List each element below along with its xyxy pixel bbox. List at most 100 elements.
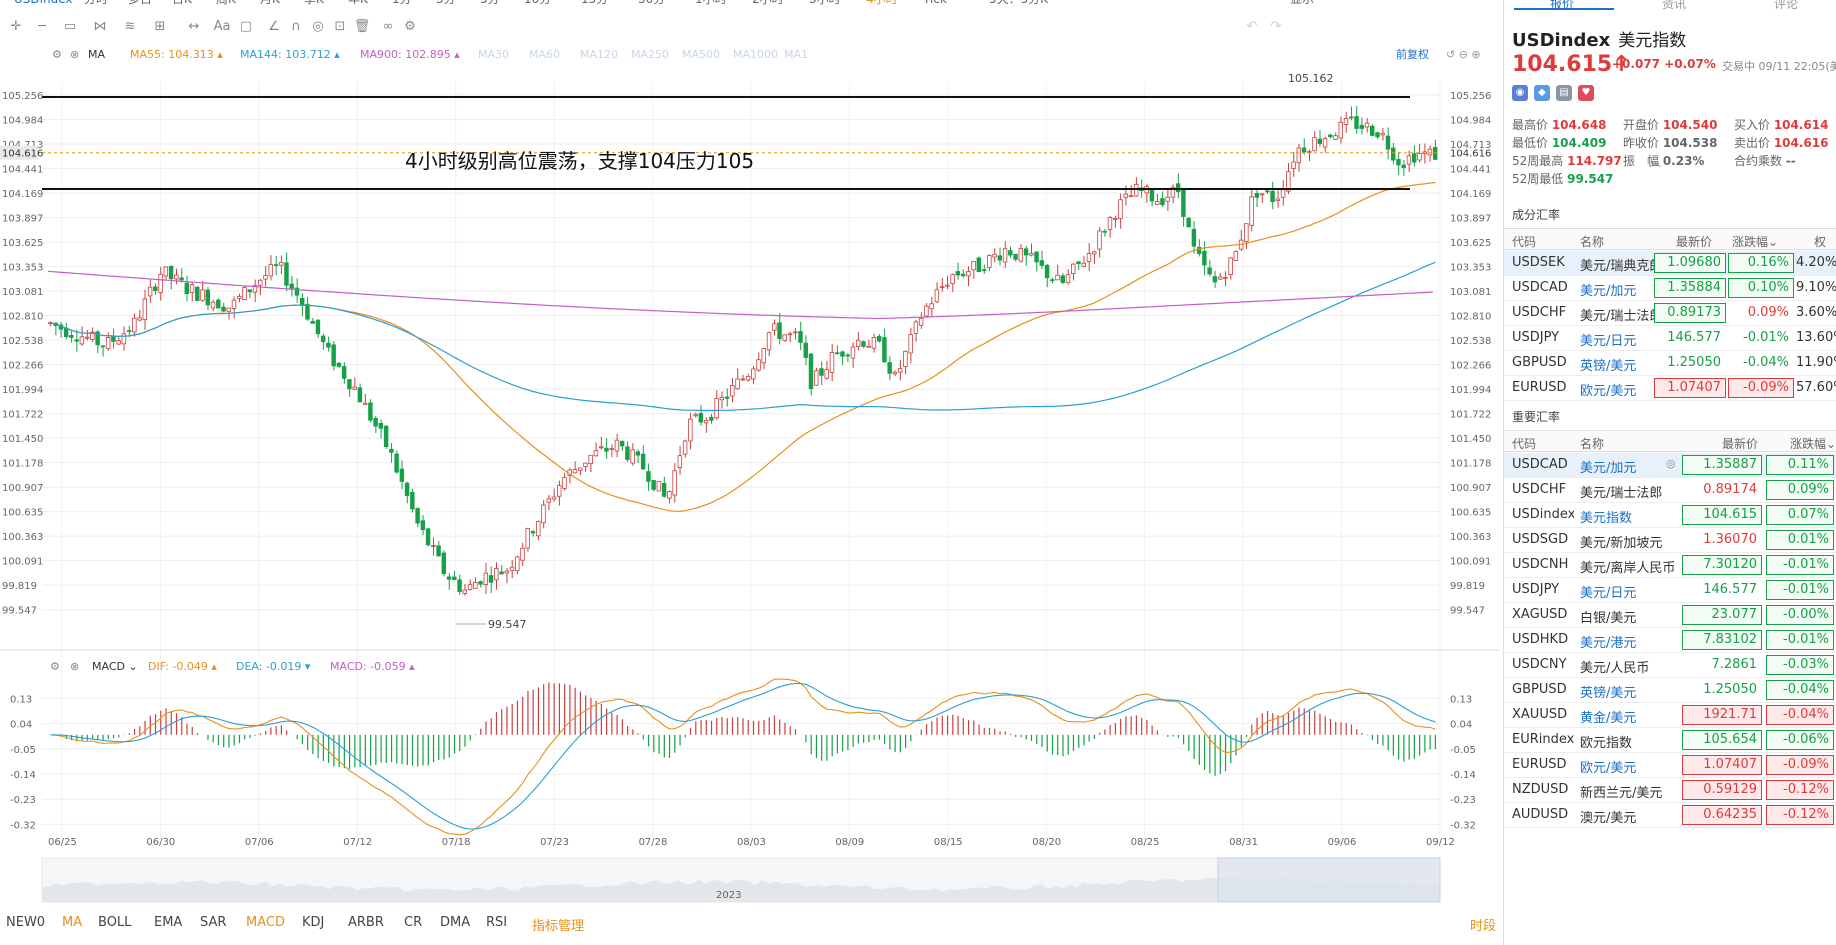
comment-tool-icon[interactable]: ▢ [239, 19, 253, 34]
col-header-1[interactable]: 名称 [1580, 437, 1605, 451]
indicator-2[interactable]: BOLL [98, 915, 132, 930]
timeframe-6[interactable]: 年K [348, 0, 368, 5]
indicator-0[interactable]: NEW0 [6, 915, 46, 930]
timeframe-17[interactable]: Tick [923, 0, 947, 5]
macd-close-icon[interactable]: ⊗ [70, 660, 79, 673]
undo-icon[interactable]: ↶ [1246, 19, 1258, 34]
ma-inactive-3[interactable]: MA250 [631, 48, 669, 61]
price-chart[interactable]: 105.256 105.256 104.984 104.984 104.713 104.7… [0, 40, 1500, 910]
fib-tool-icon[interactable]: ≋ [124, 19, 136, 34]
chart-annotation[interactable]: 4小时级别高位震荡，支撑104压力105 [405, 149, 754, 173]
pen-tool-icon[interactable]: ∠ [268, 19, 280, 34]
table-row[interactable]: USDCNY 美元/人民币 7.2861 -0.03% [1504, 653, 1836, 678]
table-row[interactable]: AUDUSD 澳元/美元 0.64235 -0.12% [1504, 803, 1836, 828]
timeframe-12[interactable]: 30分 [638, 0, 665, 5]
ma-label[interactable]: MA [88, 48, 105, 61]
indicator-4[interactable]: SAR [200, 915, 227, 930]
lock-icon[interactable]: ⊡ [334, 19, 346, 34]
table-row[interactable]: USDCAD 美元/加元 1.35884 0.10% 9.10% [1504, 276, 1836, 301]
session-button[interactable]: 时段 [1470, 919, 1497, 934]
table-row[interactable]: USDCHF 美元/瑞士法郎 0.89174 0.09% [1504, 478, 1836, 503]
timeframe-11[interactable]: 15分 [581, 0, 608, 5]
col-header-3[interactable]: 涨跌幅⌄ [1732, 235, 1779, 249]
gear-icon[interactable]: ⚙ [52, 48, 62, 61]
table-row[interactable]: USDSEK 美元/瑞典克朗 1.09680 0.16% 4.20% [1504, 251, 1836, 276]
link-icon[interactable]: ∞ [382, 19, 394, 34]
ma-inactive-1[interactable]: MA60 [529, 48, 560, 61]
timeframe-8[interactable]: 3分 [436, 0, 456, 5]
doc-icon[interactable]: ▤ [1556, 85, 1572, 101]
table-row[interactable]: EURUSD 欧元/美元 1.07407-0.09%57.60% [1504, 376, 1836, 401]
settings-icon[interactable]: ⚙ [404, 19, 416, 34]
table-row[interactable]: USDCHF 美元/瑞士法郎 0.89173 0.09% 3.60% [1504, 301, 1836, 326]
crosshair-icon[interactable]: ✛ [10, 19, 22, 34]
table-row[interactable]: NZDUSD 新西兰元/美元 0.59129 -0.12% [1504, 778, 1836, 803]
indicator-8[interactable]: CR [404, 915, 423, 930]
close-icon[interactable]: ⊗ [70, 48, 79, 61]
timeframe-16[interactable]: 4小时 [866, 0, 898, 5]
table-row[interactable]: EURUSD 欧元/美元 1.07407 -0.09% [1504, 753, 1836, 778]
timeframe-3[interactable]: 周K [216, 0, 236, 5]
ma-inactive-4[interactable]: MA500 [682, 48, 720, 61]
table-row[interactable]: USDSGD 美元/新加坡元 1.36070 0.01% [1504, 528, 1836, 553]
table-row[interactable]: USDJPY 美元/日元 146.577 -0.01% 13.60% [1504, 326, 1836, 351]
table-row[interactable]: USDHKD 美元/港元 7.83102 -0.01% [1504, 628, 1836, 653]
table-row[interactable]: GBPUSD 英镑/美元 1.25050 -0.04% 11.90% [1504, 351, 1836, 376]
ma-inactive-6[interactable]: MA1 [784, 48, 808, 61]
line-tool-icon[interactable]: ─ [38, 19, 46, 34]
col-header-2[interactable]: 最新价 [1722, 437, 1759, 451]
trash-icon[interactable]: 🗑 [353, 19, 371, 34]
table-row[interactable]: EURindex 欧元指数 105.654 -0.06% [1504, 728, 1836, 753]
macd-label[interactable]: MACD ⌄ [92, 660, 138, 673]
timeframe-2[interactable]: 日K [172, 0, 192, 5]
table-row[interactable]: USDCAD 美元/加元 1.35887 0.11% ◎ [1504, 453, 1836, 478]
navigator-window[interactable] [1217, 857, 1441, 903]
panel-tab-0[interactable]: 报价 [1550, 0, 1575, 11]
arrow-tool-icon[interactable]: ↔ [188, 19, 200, 34]
tag-icon[interactable]: ◆ [1534, 85, 1550, 101]
zoom-icons[interactable]: ↺ ⊖ ⊕ [1446, 48, 1481, 61]
timeframe-0[interactable]: 分时 [84, 0, 108, 5]
collapse-icon[interactable]: ︿ [1649, 155, 1662, 169]
timeframe-13[interactable]: 1小时 [695, 0, 727, 5]
panel-tab-2[interactable]: 评论 [1774, 0, 1799, 11]
indicator-9[interactable]: DMA [440, 915, 471, 930]
indicator-7[interactable]: ARBR [348, 915, 384, 930]
indicator-6[interactable]: KDJ [302, 915, 325, 930]
col-header-0[interactable]: 代码 [1512, 437, 1537, 451]
globe-icon[interactable]: ◉ [1512, 85, 1528, 101]
panel-tab-1[interactable]: 资讯 [1662, 0, 1687, 11]
timeframe-9[interactable]: 5分 [480, 0, 500, 5]
timeframe-5[interactable]: 季K [304, 0, 324, 5]
eye-icon[interactable]: ◎ [312, 19, 324, 34]
display-menu[interactable]: 显示 [1290, 0, 1314, 5]
indicator-11[interactable]: 指标管理 [532, 919, 585, 934]
timeframe-10[interactable]: 10分 [524, 0, 551, 5]
indicator-1[interactable]: MA [62, 915, 83, 930]
table-row[interactable]: XAUUSD 黄金/美元 1921.71 -0.04% [1504, 703, 1836, 728]
col-header-1[interactable]: 名称 [1580, 235, 1605, 249]
table-row[interactable]: XAGUSD 白银/美元 23.077 -0.00% [1504, 603, 1836, 628]
text-tool-icon[interactable]: Aa [213, 19, 231, 34]
indicator-10[interactable]: RSI [486, 915, 508, 930]
indicator-5[interactable]: MACD [246, 915, 285, 930]
ma-inactive-5[interactable]: MA1000 [733, 48, 778, 61]
timeframe-15[interactable]: 3小时 [809, 0, 841, 5]
timeframe-7[interactable]: 1分 [392, 0, 412, 5]
col-header-2[interactable]: 最新价 [1676, 235, 1713, 249]
magnet-icon[interactable]: ∩ [291, 19, 301, 34]
heart-icon[interactable]: ♥ [1578, 85, 1594, 101]
table-row[interactable]: GBPUSD 英镑/美元 1.25050 -0.04% [1504, 678, 1836, 703]
table-row[interactable]: USDJPY 美元/日元 146.577 -0.01% [1504, 578, 1836, 603]
pattern-tool-icon[interactable]: ⋈ [93, 19, 107, 34]
indicator-3[interactable]: EMA [154, 915, 183, 930]
timeframe-14[interactable]: 2小时 [752, 0, 784, 5]
adjust-label[interactable]: 前复权 [1396, 47, 1429, 61]
macd-gear-icon[interactable]: ⚙ [50, 660, 60, 673]
col-header-3[interactable]: 涨跌幅⌄ [1790, 437, 1836, 451]
ma-inactive-0[interactable]: MA30 [478, 48, 509, 61]
table-row[interactable]: USDindex 美元指数 104.615 0.07% [1504, 503, 1836, 528]
timeframe-18[interactable]: 5天：5分K [989, 0, 1048, 5]
redo-icon[interactable]: ↷ [1270, 19, 1282, 34]
timeframe-1[interactable]: 多日 [128, 0, 152, 5]
